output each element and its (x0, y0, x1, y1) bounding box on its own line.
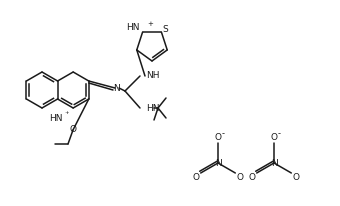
Text: O: O (271, 133, 277, 143)
Text: ⁺: ⁺ (65, 110, 69, 118)
Text: O: O (248, 173, 255, 183)
Text: NH: NH (146, 70, 159, 80)
Text: O: O (237, 173, 244, 183)
Text: N: N (271, 159, 277, 169)
Text: -: - (221, 130, 224, 138)
Text: -: - (277, 130, 280, 138)
Text: HN: HN (49, 114, 63, 123)
Text: O: O (192, 173, 199, 183)
Text: S: S (163, 25, 168, 34)
Text: +: + (148, 21, 154, 27)
Text: O: O (215, 133, 221, 143)
Text: N: N (215, 159, 221, 169)
Text: N: N (113, 83, 119, 92)
Text: O: O (293, 173, 300, 183)
Text: HN: HN (126, 22, 140, 32)
Text: O: O (69, 125, 76, 135)
Text: HN: HN (146, 103, 159, 112)
